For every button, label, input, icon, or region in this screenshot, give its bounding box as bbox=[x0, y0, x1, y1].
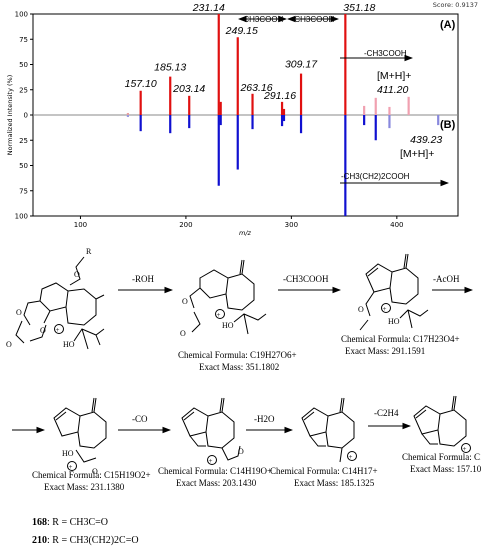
reagent-step-6: -C2H4 bbox=[374, 408, 399, 418]
svg-text:O: O bbox=[358, 305, 364, 314]
loss-label-b: -CH3(CH2)2COOH bbox=[341, 172, 410, 181]
reagent-step-2: -CH3COOH bbox=[283, 274, 329, 284]
r-group-legend: 168: R = CH3C=O 210: R = CH3(CH2)2C=O bbox=[32, 517, 139, 546]
peak-label: 411.20 bbox=[377, 84, 408, 96]
structure-precursor: R O O O O + HO bbox=[6, 247, 105, 350]
peak-label: 263.16 bbox=[239, 82, 272, 94]
formula-c12: Chemical Formula: C12H13+ bbox=[402, 452, 481, 462]
reagent-step-3: -AcOH bbox=[433, 274, 460, 284]
formula-c14: Chemical Formula: C14H17+ bbox=[270, 466, 378, 476]
loss-label-3: -CH3COOH bbox=[364, 49, 407, 58]
structure-c12: + bbox=[413, 395, 471, 453]
svg-text:+: + bbox=[383, 305, 387, 313]
mass-c14: Exact Mass: 185.1325 bbox=[294, 478, 375, 488]
svg-text:O: O bbox=[92, 467, 98, 476]
svg-text:O: O bbox=[16, 308, 22, 317]
svg-text:O: O bbox=[6, 340, 12, 349]
svg-text:+: + bbox=[349, 453, 353, 461]
mass-c17: Exact Mass: 291.1591 bbox=[345, 346, 425, 356]
svg-text:HO: HO bbox=[63, 340, 75, 349]
score-label: Score: 0.9137 bbox=[433, 1, 478, 9]
y-tick-label: 75 bbox=[19, 187, 28, 195]
y-tick-label: 25 bbox=[19, 86, 28, 94]
peak-label: 309.17 bbox=[285, 59, 318, 71]
r-group-label: R bbox=[86, 247, 92, 256]
mass-c19: Exact Mass: 351.1802 bbox=[199, 362, 279, 372]
peak-label: 291.16 bbox=[263, 90, 296, 102]
mass-c12: Exact Mass: 157.1012 bbox=[410, 464, 481, 474]
y-axis-label: Normalized Intensity (%) bbox=[6, 75, 14, 156]
y-tick-label: 25 bbox=[19, 137, 28, 145]
peak-label: 351.18 bbox=[343, 2, 375, 14]
structure-c17: O + HO bbox=[358, 253, 429, 331]
structure-c19: O O + HO bbox=[180, 259, 267, 338]
mass-c14-o: Exact Mass: 203.1430 bbox=[176, 478, 257, 488]
x-tick-label: 100 bbox=[74, 221, 87, 229]
svg-text:O: O bbox=[182, 297, 188, 306]
svg-text:+: + bbox=[56, 326, 60, 334]
peak-label: 157.10 bbox=[125, 78, 157, 90]
reagent-step-5: -H2O bbox=[254, 414, 275, 424]
svg-text:O: O bbox=[40, 326, 46, 335]
y-tick-label: 0 bbox=[24, 112, 28, 120]
structure-c14-o: O + bbox=[181, 397, 244, 465]
svg-text:HO: HO bbox=[222, 321, 234, 330]
legend-168: 168: R = CH3C=O bbox=[32, 517, 108, 528]
structure-c15: HO + O bbox=[53, 397, 107, 476]
svg-text:O: O bbox=[74, 270, 80, 279]
y-axis: 0 25 25 50 50 75 75 100 100 bbox=[15, 11, 33, 221]
x-tick-label: 300 bbox=[285, 221, 298, 229]
svg-text:+: + bbox=[209, 457, 213, 465]
peak-label: 203.14 bbox=[172, 83, 205, 95]
svg-text:+: + bbox=[217, 311, 221, 319]
svg-text:+: + bbox=[463, 445, 467, 453]
x-tick-label: 200 bbox=[179, 221, 192, 229]
reagent-step-1: -ROH bbox=[132, 274, 154, 284]
x-axis: 100 200 300 400 bbox=[74, 216, 404, 229]
peak-label: 231.14 bbox=[192, 2, 225, 14]
mh-bottom-label: [M+H]+ bbox=[400, 148, 434, 160]
y-tick-label: 100 bbox=[15, 11, 28, 19]
panel-label-b: (B) bbox=[440, 119, 456, 131]
neutral-loss-annotations: -CH3COOH -CH3COOH -CH3COOH -CH3(CH2)2COO… bbox=[237, 15, 450, 187]
peak-label: 439.23 bbox=[410, 134, 442, 146]
svg-text:HO: HO bbox=[388, 317, 400, 326]
structure-c14: + bbox=[301, 397, 357, 463]
svg-text:+: + bbox=[69, 463, 73, 471]
fragmentation-scheme: R O O O O + HO -ROH O O bbox=[6, 247, 481, 546]
panel-label-a: (A) bbox=[440, 19, 456, 31]
mass-c15: Exact Mass: 231.1380 bbox=[44, 482, 125, 492]
peak-label: 185.13 bbox=[154, 62, 186, 74]
formula-c14-o: Chemical Formula: C14H19O+ bbox=[158, 466, 272, 476]
y-tick-label: 50 bbox=[19, 162, 28, 170]
x-tick-label: 400 bbox=[390, 221, 403, 229]
loss-label-1: -CH3COOH bbox=[241, 15, 284, 24]
spectrum-bars bbox=[126, 14, 440, 216]
y-tick-label: 100 bbox=[15, 213, 28, 221]
svg-text:O: O bbox=[238, 447, 244, 456]
loss-label-2: -CH3COOH bbox=[292, 15, 335, 24]
legend-210: 210: R = CH3(CH2)2C=O bbox=[32, 535, 139, 546]
svg-text:HO: HO bbox=[62, 449, 74, 458]
x-axis-label: m/z bbox=[239, 229, 252, 237]
y-tick-label: 50 bbox=[19, 61, 28, 69]
y-tick-label: 75 bbox=[19, 36, 28, 44]
formula-c19: Chemical Formula: C19H27O6+ bbox=[178, 350, 297, 360]
formula-c17: Chemical Formula: C17H23O4+ bbox=[341, 334, 460, 344]
reagent-step-4: -CO bbox=[132, 414, 148, 424]
mh-top-label: [M+H]+ bbox=[377, 70, 411, 82]
formula-c15: Chemical Formula: C15H19O2+ bbox=[32, 470, 151, 480]
svg-text:O: O bbox=[180, 329, 186, 338]
peak-label: 249.15 bbox=[225, 25, 258, 37]
